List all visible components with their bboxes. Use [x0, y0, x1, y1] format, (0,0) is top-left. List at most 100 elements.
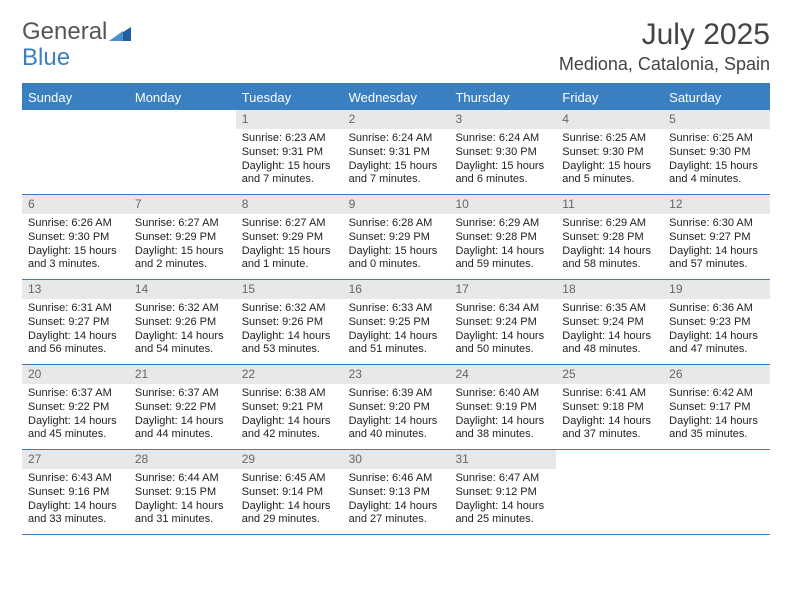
daylight-text: Daylight: 14 hours and 58 minutes. — [562, 245, 657, 273]
sunrise-text: Sunrise: 6:38 AM — [242, 387, 337, 401]
sunrise-text: Sunrise: 6:41 AM — [562, 387, 657, 401]
day-body: Sunrise: 6:33 AMSunset: 9:25 PMDaylight:… — [343, 299, 450, 361]
day-header-thu: Thursday — [449, 85, 556, 110]
sunset-text: Sunset: 9:30 PM — [455, 146, 550, 160]
day-cell: 21Sunrise: 6:37 AMSunset: 9:22 PMDayligh… — [129, 365, 236, 449]
day-cell: 16Sunrise: 6:33 AMSunset: 9:25 PMDayligh… — [343, 280, 450, 364]
day-number: 2 — [343, 110, 450, 129]
day-number: 26 — [663, 365, 770, 384]
location-subtitle: Mediona, Catalonia, Spain — [559, 54, 770, 75]
daylight-text: Daylight: 15 hours and 1 minute. — [242, 245, 337, 273]
sunset-text: Sunset: 9:30 PM — [669, 146, 764, 160]
day-body: Sunrise: 6:23 AMSunset: 9:31 PMDaylight:… — [236, 129, 343, 191]
day-body: Sunrise: 6:28 AMSunset: 9:29 PMDaylight:… — [343, 214, 450, 276]
daylight-text: Daylight: 14 hours and 51 minutes. — [349, 330, 444, 358]
day-header-sun: Sunday — [22, 85, 129, 110]
day-header-mon: Monday — [129, 85, 236, 110]
sunset-text: Sunset: 9:22 PM — [28, 401, 123, 415]
day-cell: 17Sunrise: 6:34 AMSunset: 9:24 PMDayligh… — [449, 280, 556, 364]
sunset-text: Sunset: 9:21 PM — [242, 401, 337, 415]
day-body: Sunrise: 6:36 AMSunset: 9:23 PMDaylight:… — [663, 299, 770, 361]
week-row: ..1Sunrise: 6:23 AMSunset: 9:31 PMDaylig… — [22, 110, 770, 195]
day-body: Sunrise: 6:37 AMSunset: 9:22 PMDaylight:… — [22, 384, 129, 446]
day-body: Sunrise: 6:24 AMSunset: 9:30 PMDaylight:… — [449, 129, 556, 191]
week-row: 20Sunrise: 6:37 AMSunset: 9:22 PMDayligh… — [22, 365, 770, 450]
sunrise-text: Sunrise: 6:27 AM — [135, 217, 230, 231]
day-number: 5 — [663, 110, 770, 129]
logo-text-general: General — [22, 18, 107, 45]
daylight-text: Daylight: 14 hours and 35 minutes. — [669, 415, 764, 443]
day-cell: 24Sunrise: 6:40 AMSunset: 9:19 PMDayligh… — [449, 365, 556, 449]
sunset-text: Sunset: 9:19 PM — [455, 401, 550, 415]
daylight-text: Daylight: 14 hours and 38 minutes. — [455, 415, 550, 443]
day-number: 25 — [556, 365, 663, 384]
day-body: Sunrise: 6:37 AMSunset: 9:22 PMDaylight:… — [129, 384, 236, 446]
day-header-sat: Saturday — [663, 85, 770, 110]
day-cell: 14Sunrise: 6:32 AMSunset: 9:26 PMDayligh… — [129, 280, 236, 364]
day-header-wed: Wednesday — [343, 85, 450, 110]
day-cell: 13Sunrise: 6:31 AMSunset: 9:27 PMDayligh… — [22, 280, 129, 364]
day-body: Sunrise: 6:35 AMSunset: 9:24 PMDaylight:… — [556, 299, 663, 361]
sunrise-text: Sunrise: 6:44 AM — [135, 472, 230, 486]
sunrise-text: Sunrise: 6:47 AM — [455, 472, 550, 486]
day-cell: 12Sunrise: 6:30 AMSunset: 9:27 PMDayligh… — [663, 195, 770, 279]
day-body: Sunrise: 6:46 AMSunset: 9:13 PMDaylight:… — [343, 469, 450, 531]
weeks-container: ..1Sunrise: 6:23 AMSunset: 9:31 PMDaylig… — [22, 110, 770, 535]
daylight-text: Daylight: 15 hours and 6 minutes. — [455, 160, 550, 188]
day-cell: . — [556, 450, 663, 534]
daylight-text: Daylight: 14 hours and 54 minutes. — [135, 330, 230, 358]
day-cell: 15Sunrise: 6:32 AMSunset: 9:26 PMDayligh… — [236, 280, 343, 364]
sunrise-text: Sunrise: 6:25 AM — [562, 132, 657, 146]
day-cell: 20Sunrise: 6:37 AMSunset: 9:22 PMDayligh… — [22, 365, 129, 449]
day-cell: 8Sunrise: 6:27 AMSunset: 9:29 PMDaylight… — [236, 195, 343, 279]
week-row: 27Sunrise: 6:43 AMSunset: 9:16 PMDayligh… — [22, 450, 770, 535]
sunset-text: Sunset: 9:28 PM — [562, 231, 657, 245]
day-number: 13 — [22, 280, 129, 299]
header: GeneralBlue July 2025 Mediona, Catalonia… — [22, 18, 770, 75]
day-number: 18 — [556, 280, 663, 299]
sunrise-text: Sunrise: 6:29 AM — [455, 217, 550, 231]
sunrise-text: Sunrise: 6:27 AM — [242, 217, 337, 231]
day-body: Sunrise: 6:41 AMSunset: 9:18 PMDaylight:… — [556, 384, 663, 446]
sunrise-text: Sunrise: 6:26 AM — [28, 217, 123, 231]
day-cell: . — [22, 110, 129, 194]
day-cell: 4Sunrise: 6:25 AMSunset: 9:30 PMDaylight… — [556, 110, 663, 194]
day-cell: 3Sunrise: 6:24 AMSunset: 9:30 PMDaylight… — [449, 110, 556, 194]
daylight-text: Daylight: 14 hours and 31 minutes. — [135, 500, 230, 528]
day-body: Sunrise: 6:31 AMSunset: 9:27 PMDaylight:… — [22, 299, 129, 361]
title-block: July 2025 Mediona, Catalonia, Spain — [559, 18, 770, 75]
day-body: Sunrise: 6:45 AMSunset: 9:14 PMDaylight:… — [236, 469, 343, 531]
day-cell: 30Sunrise: 6:46 AMSunset: 9:13 PMDayligh… — [343, 450, 450, 534]
daylight-text: Daylight: 15 hours and 4 minutes. — [669, 160, 764, 188]
day-header-row: Sunday Monday Tuesday Wednesday Thursday… — [22, 85, 770, 110]
day-number: 15 — [236, 280, 343, 299]
daylight-text: Daylight: 14 hours and 40 minutes. — [349, 415, 444, 443]
daylight-text: Daylight: 14 hours and 50 minutes. — [455, 330, 550, 358]
sunset-text: Sunset: 9:16 PM — [28, 486, 123, 500]
daylight-text: Daylight: 14 hours and 59 minutes. — [455, 245, 550, 273]
day-body: Sunrise: 6:25 AMSunset: 9:30 PMDaylight:… — [556, 129, 663, 191]
daylight-text: Daylight: 14 hours and 48 minutes. — [562, 330, 657, 358]
day-body: Sunrise: 6:39 AMSunset: 9:20 PMDaylight:… — [343, 384, 450, 446]
day-cell: 1Sunrise: 6:23 AMSunset: 9:31 PMDaylight… — [236, 110, 343, 194]
daylight-text: Daylight: 15 hours and 0 minutes. — [349, 245, 444, 273]
sunset-text: Sunset: 9:30 PM — [562, 146, 657, 160]
sunset-text: Sunset: 9:26 PM — [242, 316, 337, 330]
sunset-text: Sunset: 9:30 PM — [28, 231, 123, 245]
day-body: Sunrise: 6:29 AMSunset: 9:28 PMDaylight:… — [449, 214, 556, 276]
sunrise-text: Sunrise: 6:37 AM — [28, 387, 123, 401]
day-number: 10 — [449, 195, 556, 214]
logo-text-blue: Blue — [22, 44, 131, 72]
daylight-text: Daylight: 15 hours and 3 minutes. — [28, 245, 123, 273]
sunrise-text: Sunrise: 6:45 AM — [242, 472, 337, 486]
sunrise-text: Sunrise: 6:46 AM — [349, 472, 444, 486]
day-cell: 26Sunrise: 6:42 AMSunset: 9:17 PMDayligh… — [663, 365, 770, 449]
day-number: 7 — [129, 195, 236, 214]
day-body: Sunrise: 6:27 AMSunset: 9:29 PMDaylight:… — [129, 214, 236, 276]
sunrise-text: Sunrise: 6:29 AM — [562, 217, 657, 231]
day-cell: 23Sunrise: 6:39 AMSunset: 9:20 PMDayligh… — [343, 365, 450, 449]
sunset-text: Sunset: 9:29 PM — [242, 231, 337, 245]
daylight-text: Daylight: 14 hours and 42 minutes. — [242, 415, 337, 443]
day-cell: . — [129, 110, 236, 194]
day-body: Sunrise: 6:27 AMSunset: 9:29 PMDaylight:… — [236, 214, 343, 276]
